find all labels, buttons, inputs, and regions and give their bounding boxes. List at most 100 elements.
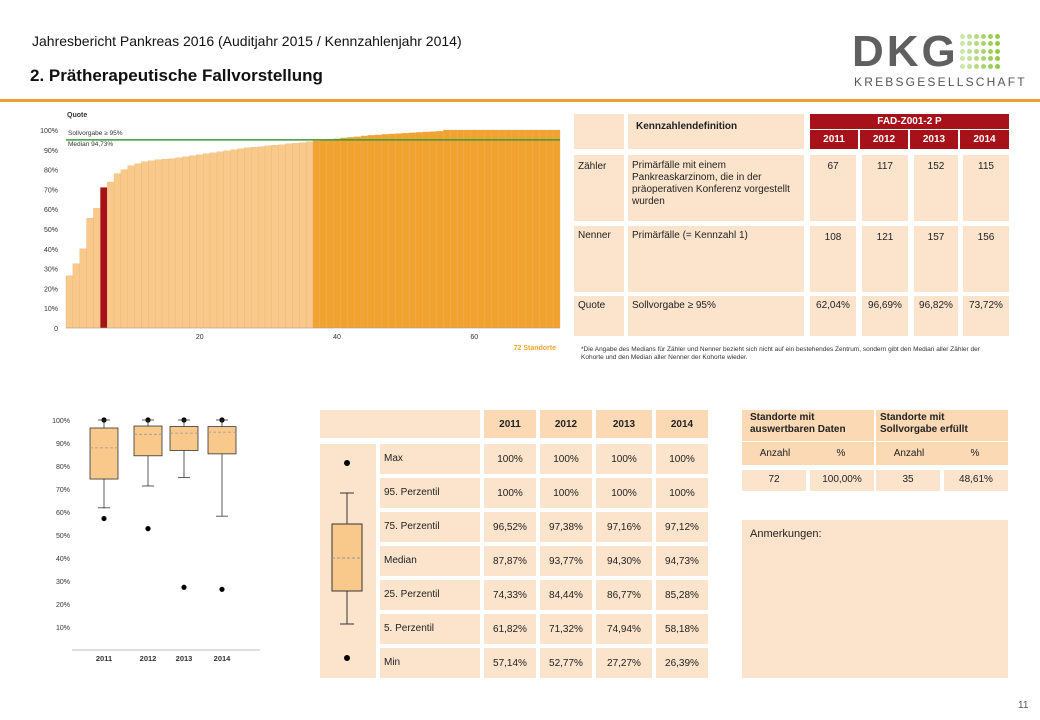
logo-dot (967, 48, 972, 54)
quote-bar (305, 141, 314, 329)
box-x-tick-label: 2013 (176, 654, 193, 663)
kz-row-label: Nenner (574, 226, 624, 292)
standorte-subheader: Anzahl (876, 442, 942, 465)
logo-dot (981, 34, 986, 39)
quote-bar (511, 129, 519, 329)
stats-corner-cell (320, 410, 480, 438)
quote-bar (65, 275, 74, 329)
quote-bar (107, 181, 115, 329)
box-y-tick-label: 50% (56, 533, 70, 540)
logo-dot (988, 34, 993, 39)
logo-dot (981, 41, 986, 47)
box-x-tick-label: 2011 (96, 654, 112, 663)
quote-bar (347, 137, 355, 329)
logo-dot (960, 56, 965, 62)
stats-value: 71,32% (540, 614, 592, 644)
quote-bar (429, 131, 437, 329)
quote-bar (498, 129, 506, 329)
standorte-header-auswertbar: Standorte mit auswertbaren Daten (742, 410, 874, 441)
stats-value: 87,87% (484, 546, 536, 576)
kz-value: 96,82% (914, 296, 958, 336)
bar-y-tick-label: 30% (44, 267, 58, 274)
box-y-tick-label: 20% (56, 602, 70, 609)
stats-value: 100% (656, 444, 708, 474)
quote-bar (292, 143, 300, 329)
quote-bar (374, 134, 382, 329)
standorte-value: 72 (742, 470, 806, 491)
logo-dot (988, 48, 993, 54)
stats-row-label: Min (380, 648, 480, 678)
stats-year-header: 2013 (596, 410, 652, 438)
kz-year-header: 2011 (810, 130, 858, 149)
quote-bar (539, 129, 547, 329)
bar-y-axis-label: Quote (67, 112, 87, 119)
stats-value: 27,27% (596, 648, 652, 678)
stats-year-header: 2012 (540, 410, 592, 438)
quote-bar (340, 137, 348, 329)
stats-row-label: 5. Perzentil (380, 614, 480, 644)
quote-bar (463, 129, 471, 329)
box-y-tick-label: 10% (56, 625, 70, 632)
quote-bar (360, 135, 369, 329)
stats-value: 100% (484, 478, 536, 508)
page-title: 2. Prätherapeutische Fallvorstellung (30, 66, 323, 85)
quote-box-plot: 10% 20% 30% 40% 50% 60% 70% 80% 90% 100% 2011 2012 2… (52, 417, 260, 663)
stats-value: 94,30% (596, 546, 652, 576)
standorte-subheader: % (942, 442, 1008, 465)
kz-year-header: 2013 (910, 130, 958, 149)
page-number: 11 (1018, 700, 1029, 711)
quote-bar (175, 157, 183, 329)
stats-value: 97,38% (540, 512, 592, 542)
standorte-count-label: 72 Standorte (514, 345, 557, 352)
kz-footnote: *Die Angabe des Medians für Zähler und N… (581, 346, 980, 361)
logo-dot (960, 63, 965, 69)
quote-bar (504, 129, 513, 329)
kz-row-label: Zähler (574, 155, 624, 221)
logo-dot (995, 63, 1000, 69)
stats-value: 52,77% (540, 648, 592, 678)
bar-y-tick-label: 20% (44, 286, 58, 293)
kz-row-definition: Primärfälle (= Kennzahl 1) (628, 226, 804, 292)
quote-bar (436, 131, 444, 329)
median-label: Median 94,73% (68, 141, 113, 148)
stats-value: 93,77% (540, 546, 592, 576)
kz-row-definition: Primärfälle mit einem Pankreaskarzinom, … (628, 155, 804, 221)
sollvorgabe-label: Sollvorgabe ≥ 95% (68, 130, 123, 137)
kz-year-header: 2014 (960, 130, 1009, 149)
quote-bar (491, 129, 499, 329)
logo-dot (988, 41, 993, 47)
quote-bar (456, 129, 465, 329)
box-y-tick-label: 100% (52, 418, 70, 425)
quote-bar (237, 148, 245, 329)
kz-value: 117 (862, 155, 908, 221)
bar-y-tick-label: 90% (44, 148, 58, 155)
quote-bar (223, 150, 231, 329)
box-iqr (133, 425, 163, 457)
quote-bar (134, 163, 142, 329)
kz-value: 67 (810, 155, 856, 221)
quote-bar (299, 142, 307, 329)
quote-bar (532, 129, 540, 329)
quote-bar (477, 129, 485, 329)
stats-row-label: Max (380, 444, 480, 474)
quote-bar (264, 145, 272, 329)
bar-y-tick-label: 0 (54, 326, 58, 333)
quote-bar (271, 145, 279, 329)
quote-bar (155, 159, 163, 329)
quote-bar (127, 165, 135, 329)
logo-dot (974, 48, 979, 54)
stats-value: 61,82% (484, 614, 536, 644)
stats-year-header: 2014 (656, 410, 708, 438)
stats-value: 97,12% (656, 512, 708, 542)
stats-value: 94,73% (656, 546, 708, 576)
bar-y-tick-label: 10% (44, 306, 58, 313)
quote-bar (388, 133, 396, 329)
stats-value: 57,14% (484, 648, 536, 678)
stats-year-header: 2011 (484, 410, 536, 438)
quote-bar (113, 173, 122, 329)
bar-x-tick-label: 60 (470, 334, 478, 341)
kz-value: 152 (914, 155, 958, 221)
kz-value: 156 (963, 226, 1009, 292)
logo-dot (981, 63, 986, 69)
kz-row-label: Quote (574, 296, 624, 336)
